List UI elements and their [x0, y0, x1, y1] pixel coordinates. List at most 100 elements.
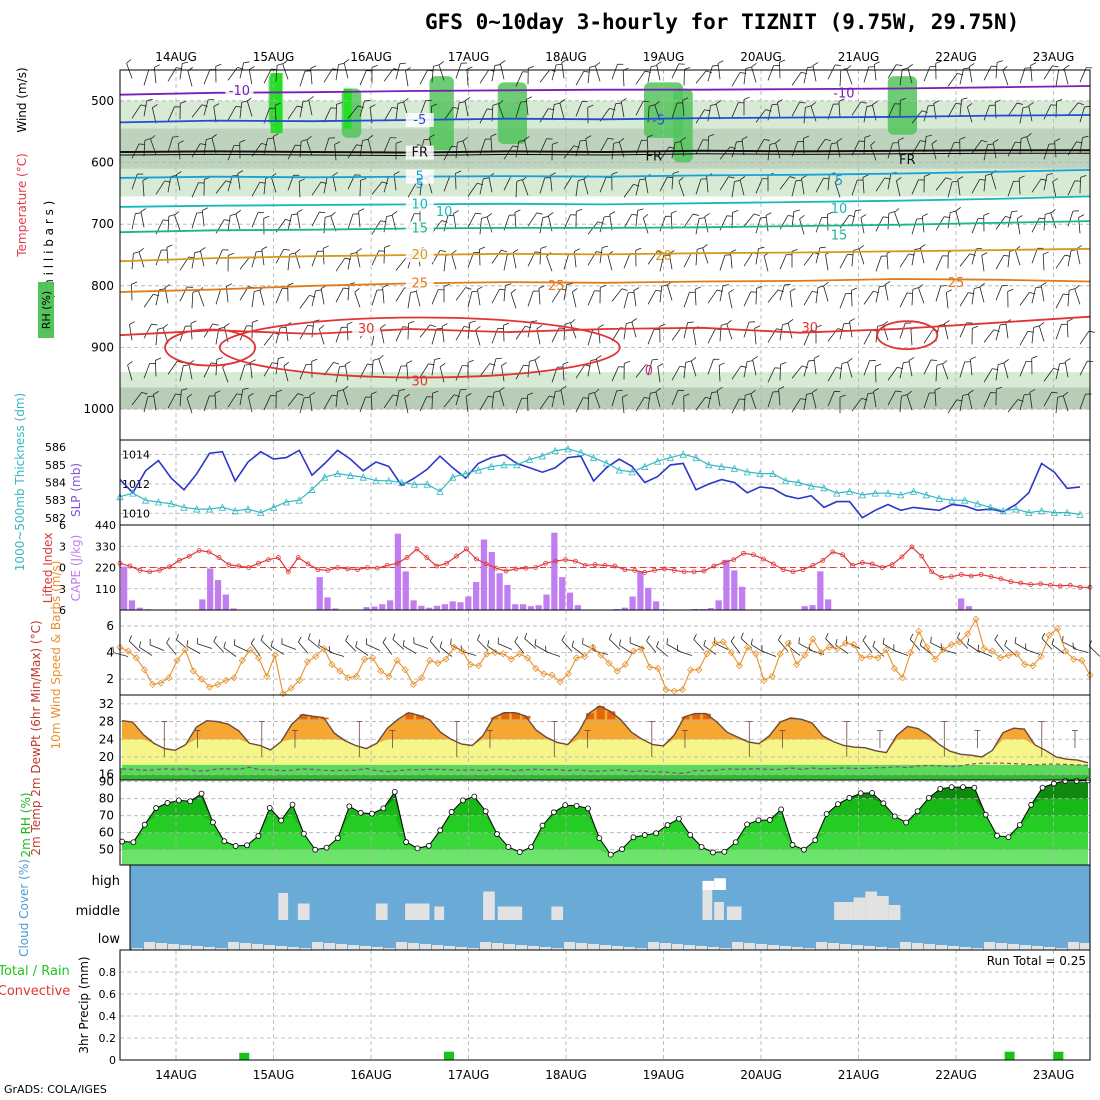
- upper-wind-barb-flag: [1033, 325, 1040, 328]
- wind10-barb: [608, 638, 621, 650]
- wind10-marker: [295, 676, 303, 684]
- upper-wind-barb-flag: [131, 281, 138, 285]
- rh2-marker: [891, 813, 898, 820]
- upper-wind-barb-flag: [164, 284, 171, 288]
- upper-wind-barb: [695, 70, 707, 84]
- rh2-marker: [744, 821, 750, 828]
- upper-wind-barb: [143, 396, 149, 413]
- upper-wind-barb: [731, 212, 733, 229]
- low-cloud-bar: [924, 944, 935, 950]
- lifted-marker: [305, 561, 311, 567]
- upper-wind-barb-flag: [682, 97, 689, 101]
- upper-wind-barb-flag: [208, 98, 215, 101]
- thickness-tick-label: 585: [45, 459, 66, 472]
- upper-wind-barb: [887, 64, 897, 79]
- upper-wind-barb: [995, 324, 1001, 341]
- upper-wind-barb-flag: [649, 104, 655, 107]
- upper-wind-barb: [647, 106, 650, 123]
- wind10-marker: [589, 643, 597, 651]
- wind10-barb: [271, 646, 285, 655]
- lifted-marker: [563, 557, 568, 563]
- upper-wind-barb-flag: [728, 176, 735, 179]
- upper-wind-barb-flag: [463, 326, 470, 328]
- upper-wind-barb: [371, 250, 380, 266]
- upper-wind-barb-flag: [1077, 102, 1084, 106]
- temp-peak-fill: [692, 713, 701, 720]
- wind10-marker: [678, 686, 687, 694]
- upper-wind-barb-flag: [615, 102, 622, 105]
- upper-wind-barb-flag: [1074, 285, 1080, 290]
- wind10-marker: [768, 672, 776, 680]
- wind10-marker: [189, 667, 197, 675]
- wind-axis-label: Wind (m/s): [15, 67, 29, 132]
- upper-wind-barb-flag: [447, 214, 454, 217]
- upper-wind-barb-flag: [728, 289, 734, 294]
- wind10-marker: [303, 658, 312, 666]
- wind10-barb-flag: [862, 635, 867, 641]
- rh2-marker: [244, 842, 250, 849]
- upper-wind-barb-flag: [384, 245, 391, 248]
- wind10-barb-flag: [1062, 635, 1064, 642]
- upper-wind-barb-flag: [216, 357, 223, 360]
- upper-wind-barb: [655, 391, 661, 408]
- upper-wind-barb-flag: [534, 356, 540, 361]
- lifted-tick-label: 3: [59, 583, 66, 596]
- wind10-barb-flag: [666, 638, 669, 645]
- upper-wind-barb: [1055, 293, 1064, 309]
- upper-wind-barb: [371, 181, 383, 195]
- wind10-marker: [157, 679, 165, 687]
- upper-wind-barb-flag: [194, 251, 201, 253]
- middle-cloud-bar: [834, 902, 854, 920]
- cape-bar: [418, 605, 425, 610]
- wind10-marker: [825, 643, 833, 651]
- cape-bar: [496, 573, 503, 610]
- upper-wind-barb-flag: [678, 177, 684, 182]
- upper-wind-barb: [358, 211, 361, 228]
- upper-wind-barb-flag: [336, 102, 343, 105]
- cape-bar: [738, 586, 746, 610]
- upper-wind-barb-flag: [702, 244, 708, 249]
- upper-wind-barb-flag: [698, 217, 706, 220]
- upper-wind-barb-flag: [595, 62, 601, 67]
- upper-wind-barb: [683, 69, 685, 86]
- upper-wind-barb-flag: [872, 101, 878, 106]
- upper-wind-barb-flag: [235, 105, 242, 108]
- upper-wind-barb: [126, 63, 133, 79]
- upper-wind-barb-flag: [237, 170, 244, 174]
- upper-wind-barb: [971, 248, 977, 265]
- upper-wind-barb: [719, 254, 726, 271]
- upper-wind-barb: [490, 136, 493, 153]
- wind10-marker: [1021, 660, 1029, 669]
- thickness-marker: [193, 505, 201, 513]
- upper-wind-barb: [935, 177, 947, 191]
- upper-wind-barb: [142, 180, 145, 197]
- upper-wind-barb: [743, 252, 753, 267]
- upper-wind-barb: [383, 107, 393, 122]
- lifted-marker: [295, 555, 301, 560]
- wind10-barb: [402, 645, 417, 654]
- low-cloud-bar: [588, 944, 599, 950]
- thickness-marker: [794, 478, 803, 486]
- upper-wind-barb: [1040, 285, 1045, 302]
- upper-wind-barb-flag: [631, 318, 637, 323]
- wind10-barb: [919, 644, 933, 655]
- upper-wind-barb: [198, 291, 205, 307]
- upper-wind-barb-flag: [350, 252, 358, 255]
- upper-wind-barb-flag: [572, 288, 578, 293]
- upper-wind-barb: [899, 253, 910, 268]
- upper-wind-barb: [911, 289, 914, 306]
- upper-wind-barb-flag: [176, 171, 182, 176]
- upper-wind-barb-flag: [934, 387, 941, 391]
- upper-wind-barb-flag: [582, 397, 590, 399]
- upper-wind-barb: [491, 249, 502, 264]
- rh2-marker: [141, 821, 148, 828]
- upper-wind-barb: [143, 363, 151, 379]
- upper-wind-barb: [959, 395, 964, 412]
- upper-wind-barb: [815, 287, 819, 304]
- slp-axis-label: SLP (mb): [69, 463, 83, 517]
- upper-wind-barb-flag: [787, 319, 794, 324]
- rh2-marker: [778, 806, 785, 813]
- precip-tick-label: 0.4: [99, 1010, 117, 1023]
- upper-wind-barb-flag: [782, 322, 789, 325]
- isotherm-30-loop: [218, 316, 621, 379]
